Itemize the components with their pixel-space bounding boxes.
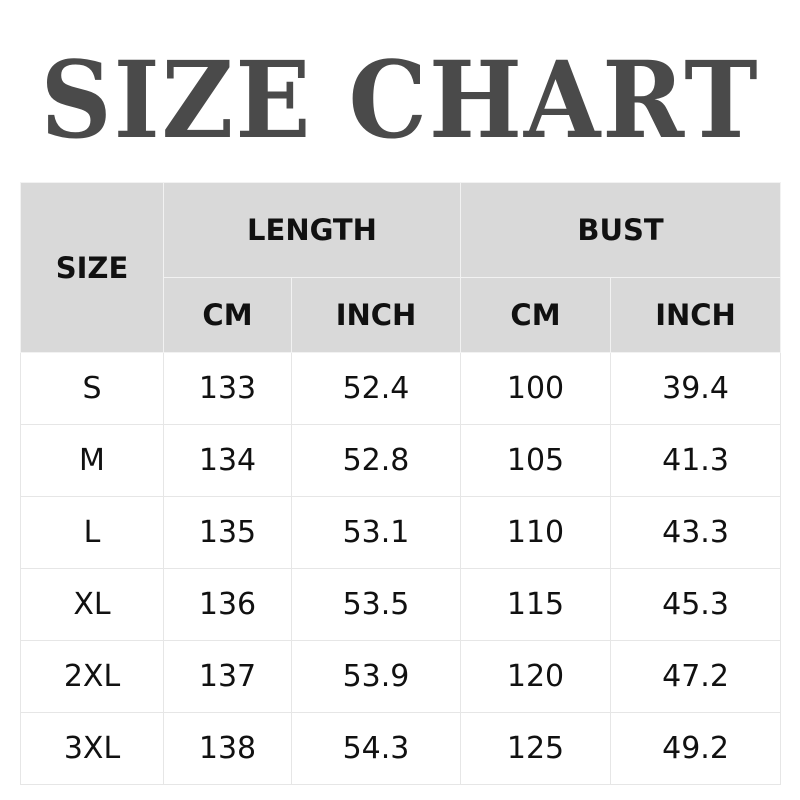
size-cell: XL [20, 568, 164, 641]
bust-cm-cell: 120 [460, 640, 611, 713]
bust-inch-cell: 49.2 [609, 712, 782, 785]
size-cell: 3XL [20, 712, 164, 785]
size-header: SIZE [20, 182, 164, 353]
size-cell: 2XL [20, 640, 164, 713]
length-inch-cell: 53.1 [291, 496, 461, 569]
length-cm-cell: 133 [163, 352, 292, 425]
length-inch-cell: 54.3 [291, 712, 461, 785]
bust-inch-cell: 45.3 [609, 568, 782, 641]
bust-cm-header: CM [460, 277, 611, 353]
length-inch-cell: 52.4 [291, 352, 461, 425]
length-inch-header: INCH [291, 277, 461, 353]
size-chart-table: SIZE LENGTH BUST CM INCH CM INCH S 133 52.… [20, 182, 782, 785]
length-cm-cell: 135 [163, 496, 292, 569]
length-cm-header: CM [163, 277, 292, 353]
table-row: M 134 52.8 105 41.3 [20, 424, 782, 497]
bust-cm-cell: 100 [460, 352, 611, 425]
bust-inch-header: INCH [609, 277, 782, 353]
length-cm-cell: 138 [163, 712, 292, 785]
length-cm-cell: 137 [163, 640, 292, 713]
size-cell: M [20, 424, 164, 497]
bust-cm-cell: 125 [460, 712, 611, 785]
table-row: L 135 53.1 110 43.3 [20, 496, 782, 569]
length-inch-cell: 53.9 [291, 640, 461, 713]
bust-inch-cell: 47.2 [609, 640, 782, 713]
bust-cm-cell: 110 [460, 496, 611, 569]
size-cell: S [20, 352, 164, 425]
page-title: SIZE CHART [40, 37, 760, 162]
length-cm-cell: 136 [163, 568, 292, 641]
bust-inch-cell: 39.4 [609, 352, 782, 425]
table-row: XL 136 53.5 115 45.3 [20, 568, 782, 641]
bust-inch-cell: 41.3 [609, 424, 782, 497]
table-row: 3XL 138 54.3 125 49.2 [20, 712, 782, 785]
bust-cm-cell: 105 [460, 424, 611, 497]
length-header: LENGTH [163, 182, 461, 278]
table-row: S 133 52.4 100 39.4 [20, 352, 782, 425]
length-cm-cell: 134 [163, 424, 292, 497]
length-inch-cell: 52.8 [291, 424, 461, 497]
size-cell: L [20, 496, 164, 569]
bust-cm-cell: 115 [460, 568, 611, 641]
table-row: 2XL 137 53.9 120 47.2 [20, 640, 782, 713]
bust-header: BUST [459, 182, 782, 278]
bust-inch-cell: 43.3 [609, 496, 782, 569]
length-inch-cell: 53.5 [291, 568, 461, 641]
